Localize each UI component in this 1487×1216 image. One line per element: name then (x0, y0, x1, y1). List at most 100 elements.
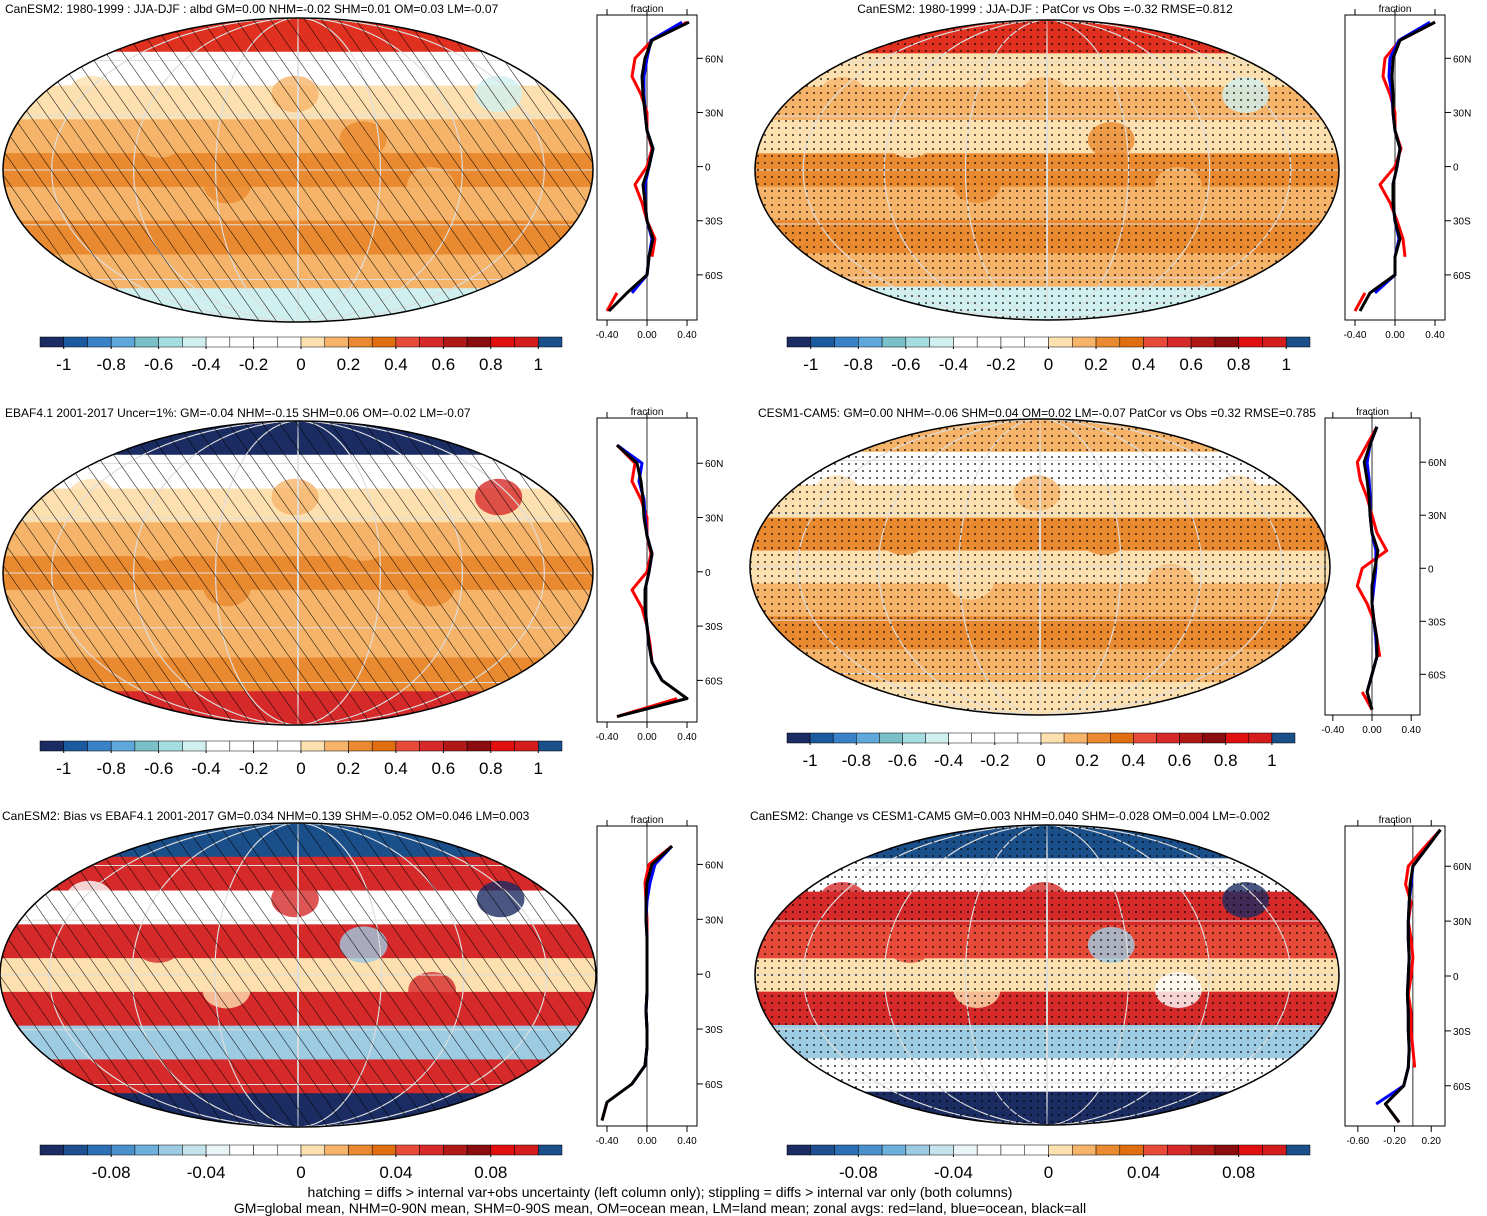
colorbar-label: -0.08 (839, 1163, 878, 1182)
y-tick-label: 60N (705, 459, 723, 470)
colorbar-box (348, 336, 373, 348)
colorbar-box (253, 1144, 278, 1156)
colorbar-label: 0 (1044, 1163, 1053, 1182)
colorbar-box (834, 336, 859, 348)
y-tick-label: 60S (1453, 1082, 1471, 1093)
y-tick-label: 60N (1453, 54, 1471, 65)
colorbar-label: -0.2 (980, 751, 1009, 770)
colorbar-box (514, 740, 539, 752)
colorbar-label: -1 (56, 355, 71, 374)
colorbar-box (881, 336, 907, 348)
map (3, 18, 593, 322)
colorbar-box (1086, 732, 1111, 744)
colorbar-label: 1 (1267, 751, 1276, 770)
colorbar-box (182, 336, 207, 348)
y-tick-label: 30S (705, 622, 723, 633)
colorbar-box (1262, 336, 1287, 348)
colorbar-box (87, 1144, 112, 1156)
colorbar-label: -0.08 (92, 1163, 131, 1182)
x-tick-label: -0.60 (1346, 1136, 1369, 1147)
y-tick-label: 0 (705, 568, 711, 579)
zonal-line (1362, 426, 1380, 711)
colorbar-box (63, 740, 88, 752)
x-tick-label: 0.20 (1422, 1136, 1442, 1147)
colorbar-box (925, 732, 949, 744)
y-tick-label: 60N (705, 54, 723, 65)
y-tick-label: 30N (705, 915, 723, 926)
map (0, 823, 596, 1127)
colorbar-box (419, 740, 444, 752)
colorbar-box (538, 1144, 563, 1156)
colorbar-box (87, 336, 112, 348)
colorbar-box (134, 740, 159, 752)
colorbar-label: 0 (296, 759, 305, 778)
colorbar-label: 0 (296, 355, 305, 374)
colorbar-box (324, 1144, 349, 1156)
colorbar-label: -0.4 (934, 751, 963, 770)
y-tick-label: 30S (1453, 217, 1471, 228)
x-tick-label: 0.40 (1425, 330, 1445, 341)
colorbar-label: 0.4 (384, 759, 408, 778)
colorbar-label: -0.04 (934, 1163, 973, 1182)
colorbar-box (810, 1144, 835, 1156)
colorbar-box (881, 1144, 907, 1156)
colorbar-box (1167, 336, 1192, 348)
map-border (749, 418, 1331, 716)
colorbar-box (443, 1144, 468, 1156)
colorbar-label: -1 (56, 759, 71, 778)
colorbar-label: -0.8 (844, 355, 873, 374)
y-tick-label: 30S (705, 1025, 723, 1036)
colorbar-label: -1 (803, 355, 818, 374)
colorbar-box (466, 740, 492, 752)
colorbar-box (1238, 1144, 1263, 1156)
colorbar-box (490, 1144, 515, 1156)
x-tick-label: -0.40 (596, 732, 619, 743)
colorbar-label: -0.04 (187, 1163, 226, 1182)
y-tick-label: 0 (1453, 163, 1459, 174)
colorbar-box (1190, 336, 1216, 348)
colorbar-box (1202, 732, 1226, 744)
colorbar-box (253, 336, 278, 348)
y-tick-label: 30S (705, 217, 723, 228)
colorbar-box (63, 1144, 88, 1156)
colorbar-box (466, 1144, 492, 1156)
colorbar-box (466, 336, 492, 348)
map-border (2, 420, 594, 726)
colorbar-box (1285, 336, 1311, 348)
colorbar-label: 0.04 (379, 1163, 412, 1182)
y-tick-label: 30N (705, 514, 723, 525)
zonal-frame (1344, 825, 1446, 1127)
colorbar-box (1072, 336, 1097, 348)
colorbar-label: 0.6 (1179, 355, 1203, 374)
colorbar-box (490, 740, 515, 752)
colorbar-box (905, 1144, 930, 1156)
map (3, 421, 593, 725)
colorbar-label: 0.4 (1122, 751, 1146, 770)
colorbar-box (1024, 336, 1049, 348)
colorbar-box (858, 336, 883, 348)
colorbar-box (371, 1144, 397, 1156)
zonal-line (1358, 20, 1436, 312)
colorbar-box (858, 1144, 883, 1156)
y-tick-label: 60S (1453, 271, 1471, 282)
y-tick-label: 60S (705, 1080, 723, 1091)
colorbar-label: -0.6 (144, 759, 173, 778)
colorbar-box (110, 1144, 136, 1156)
colorbar-label: -1 (803, 751, 818, 770)
zonal-line (615, 443, 689, 719)
colorbar-label: -0.6 (144, 355, 173, 374)
colorbar-box (832, 732, 857, 744)
colorbar-box (1095, 336, 1121, 348)
footnote: hatching = diffs > internal var+obs unce… (308, 1184, 1013, 1200)
x-tick-label: 0.00 (1362, 725, 1382, 736)
x-tick-label: 0.40 (677, 330, 697, 341)
colorbar-box (419, 336, 444, 348)
x-tick-label: 0.40 (677, 732, 697, 743)
colorbar-box (1238, 336, 1263, 348)
colorbar-box (953, 1144, 978, 1156)
colorbar-label: -0.8 (97, 759, 126, 778)
colorbar-label: 0.4 (384, 355, 408, 374)
panel-title: CanESM2: Bias vs EBAF4.1 2001-2017 GM=0.… (2, 809, 530, 823)
colorbar-box (1000, 336, 1025, 348)
